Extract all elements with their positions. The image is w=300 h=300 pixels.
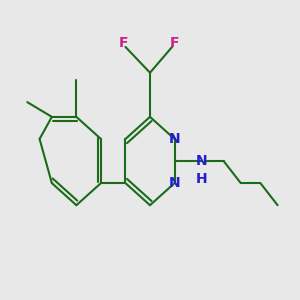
Text: N: N: [196, 154, 207, 168]
Text: N: N: [169, 176, 180, 190]
Text: F: F: [118, 36, 128, 50]
Text: H: H: [196, 172, 207, 186]
Text: N: N: [169, 132, 180, 146]
Text: F: F: [170, 36, 179, 50]
